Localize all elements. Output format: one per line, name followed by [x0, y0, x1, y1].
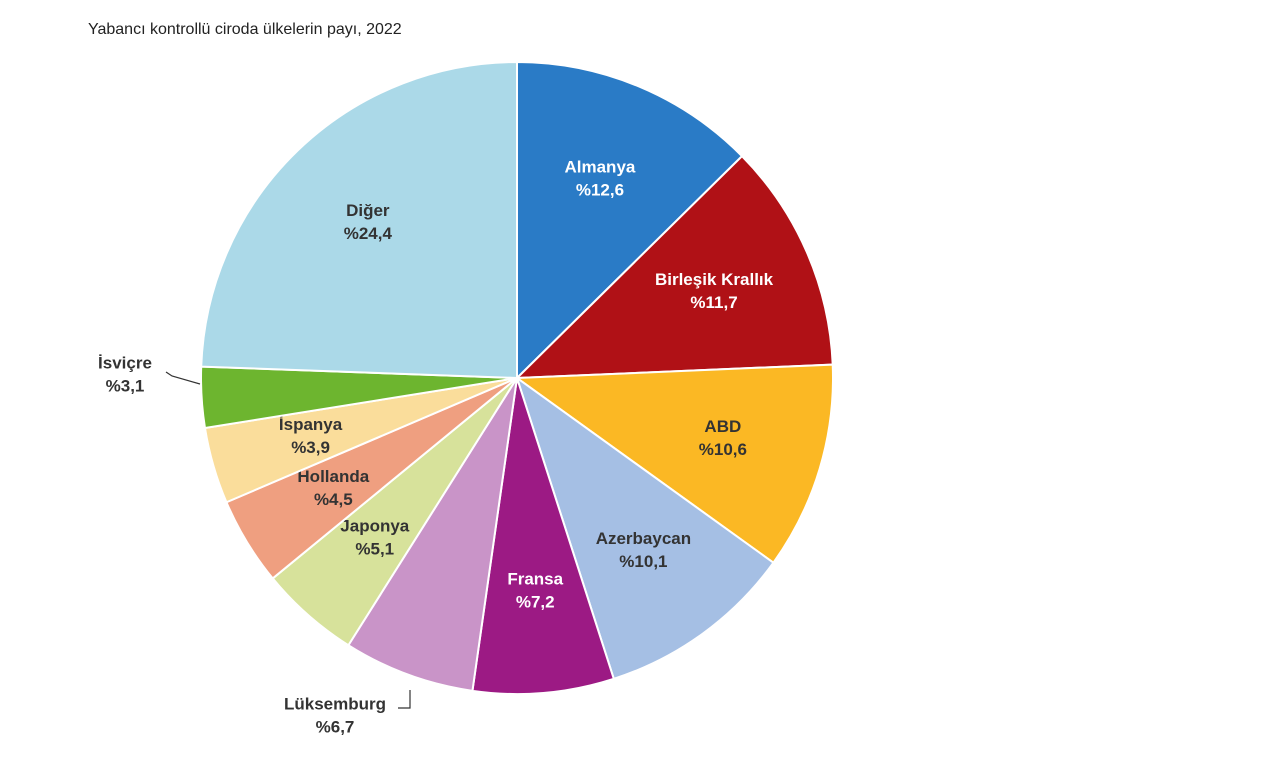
slice-label: Hollanda: [297, 467, 369, 486]
slice-label: Japonya: [340, 517, 410, 536]
slice-label: İsviçre: [98, 353, 152, 372]
pie-slice: [471, 377, 616, 695]
slice-label: Birleşik Krallık: [655, 270, 774, 289]
leader-line: [165, 371, 201, 385]
value-label: %7,2: [516, 593, 555, 612]
slice-label: Diğer: [346, 201, 390, 220]
value-label: %3,1: [106, 376, 145, 395]
value-label: %10,6: [699, 440, 747, 459]
value-label: %12,6: [576, 180, 624, 199]
slice-label: ABD: [704, 417, 741, 436]
value-label: %24,4: [344, 224, 393, 243]
value-label: %5,1: [355, 540, 394, 559]
pie-slice: [516, 60, 744, 381]
value-label: %10,1: [619, 552, 667, 571]
value-label: %3,9: [291, 438, 330, 457]
pie-slice: [514, 363, 834, 565]
leader-line: [398, 690, 411, 709]
value-label: %4,5: [314, 490, 353, 509]
pie-slice: [200, 60, 518, 380]
slice-label: Fransa: [507, 570, 563, 589]
value-label: %6,7: [316, 717, 355, 736]
slice-label: İspanya: [279, 415, 343, 434]
pie-slice: [346, 377, 518, 692]
pie-slice: [514, 154, 834, 380]
value-label: %11,7: [690, 293, 737, 312]
slice-label: Almanya: [564, 157, 635, 176]
slice-label: Lüksemburg: [284, 694, 386, 713]
pie-slice: [515, 375, 775, 681]
chart-title: Yabancı kontrollü ciroda ülkelerin payı,…: [88, 21, 402, 38]
slice-label: Azerbaycan: [596, 529, 691, 548]
